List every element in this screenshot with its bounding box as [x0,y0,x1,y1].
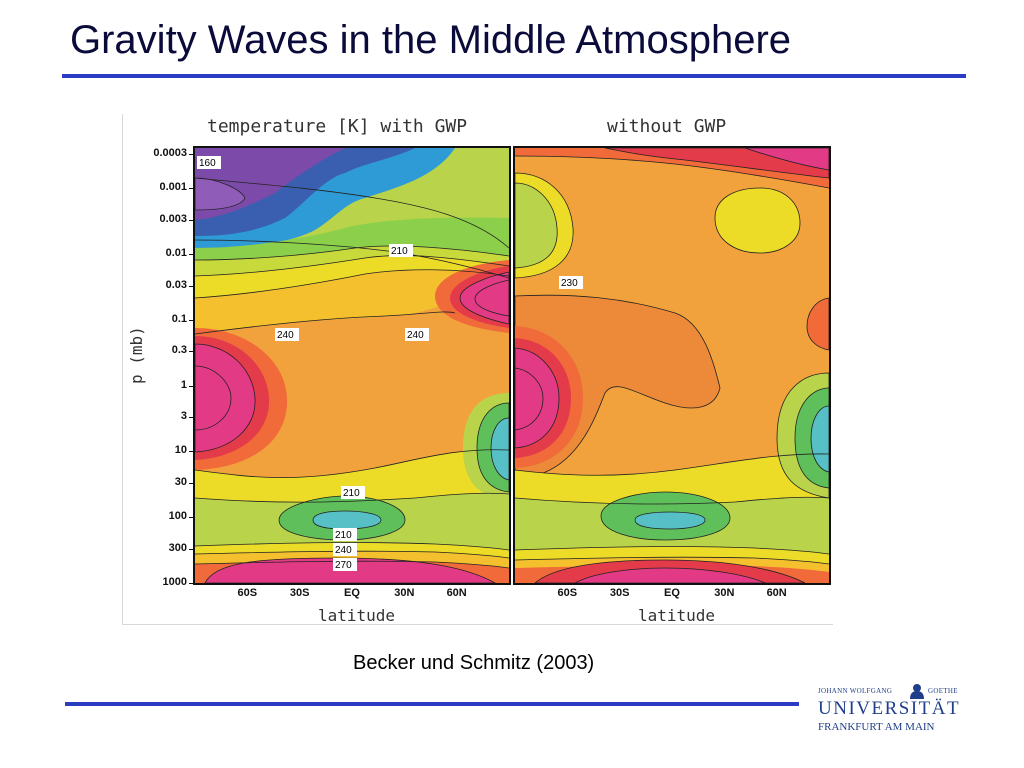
y-tick-label: 100 [168,510,187,523]
y-tick-mark [189,517,194,519]
x-tick-label: 60S [557,587,578,599]
y-tick-mark [189,219,194,221]
y-tick-mark [189,254,194,256]
x-tick-label: 30S [289,587,310,599]
x-tick-label: 30N [714,587,735,599]
logo-line1-right: GOETHE [928,687,958,695]
x-tick-label: EQ [664,587,680,599]
y-tick-label: 1000 [162,576,187,588]
y-tick-mark [189,319,194,321]
left-panel: 160 210 240 240 210 210 240 270 [193,146,511,585]
y-tick-mark [189,188,194,190]
logo-university-name: UNIVERSITÄT [818,698,961,719]
contour-label: 240 [277,330,294,341]
right-contour-plot: 230 [515,148,829,583]
x-tick-label: EQ [344,587,360,599]
right-panel-title: without GWP [607,116,727,137]
logo-line1-left: JOHANN WOLFGANG [818,687,893,695]
y-tick-mark [189,583,194,584]
y-axis-label: p (mb) [127,326,146,384]
y-tick-label: 0.001 [159,181,187,194]
contour-label: 270 [335,560,352,571]
x-tick-label: 30S [609,587,630,599]
x-tick-label: 60N [766,587,787,599]
y-tick-label: 0.003 [159,212,187,225]
y-tick-mark [189,417,194,419]
y-tick-label: 0.1 [171,312,187,325]
contour-label: 210 [335,530,352,541]
y-tick-mark [189,385,194,387]
x-tick-label: 60S [237,587,258,599]
y-tick-label: 10 [174,444,187,457]
contour-label: 210 [391,246,408,257]
figure: temperature [K] with GWP [122,114,833,625]
y-tick-label: 0.3 [171,344,187,357]
left-contour-plot: 160 210 240 240 210 210 240 270 [195,148,509,583]
university-logo: JOHANN WOLFGANG GOETHE UNIVERSITÄT FRANK… [818,683,960,741]
y-tick-mark [189,451,194,453]
contour-label: 230 [561,278,578,289]
goethe-bust-icon [910,684,924,699]
contour-label: 160 [199,158,216,169]
y-tick-label: 1 [180,378,187,391]
y-tick-mark [189,351,194,353]
y-tick-label: 3 [180,410,187,423]
y-tick-label: 0.03 [165,278,187,291]
contour-label: 240 [407,330,424,341]
logo-city: FRANKFURT AM MAIN [818,721,935,733]
y-tick-label: 300 [168,541,187,554]
right-panel: 230 [513,146,831,585]
contour-label: 240 [335,545,352,556]
contour-label: 210 [343,488,360,499]
slide-title: Gravity Waves in the Middle Atmosphere [70,18,792,62]
right-x-axis-label: latitude [638,606,716,625]
left-x-axis-label: latitude [318,606,396,625]
y-tick-label: 0.0003 [153,147,187,159]
y-tick-label: 30 [174,475,187,488]
y-tick-mark [189,482,194,484]
left-contour-labels: 160 210 240 240 210 210 240 270 [197,156,429,571]
left-panel-title: temperature [K] with GWP [207,116,468,137]
y-tick-mark [189,154,194,155]
y-tick-mark [189,548,194,550]
y-tick-label: 0.01 [165,247,187,260]
footer-rule [65,702,799,706]
title-rule [62,74,966,78]
y-tick-mark [189,285,194,287]
x-tick-label: 60N [446,587,467,599]
figure-caption: Becker und Schmitz (2003) [353,652,595,674]
x-tick-label: 30N [394,587,415,599]
